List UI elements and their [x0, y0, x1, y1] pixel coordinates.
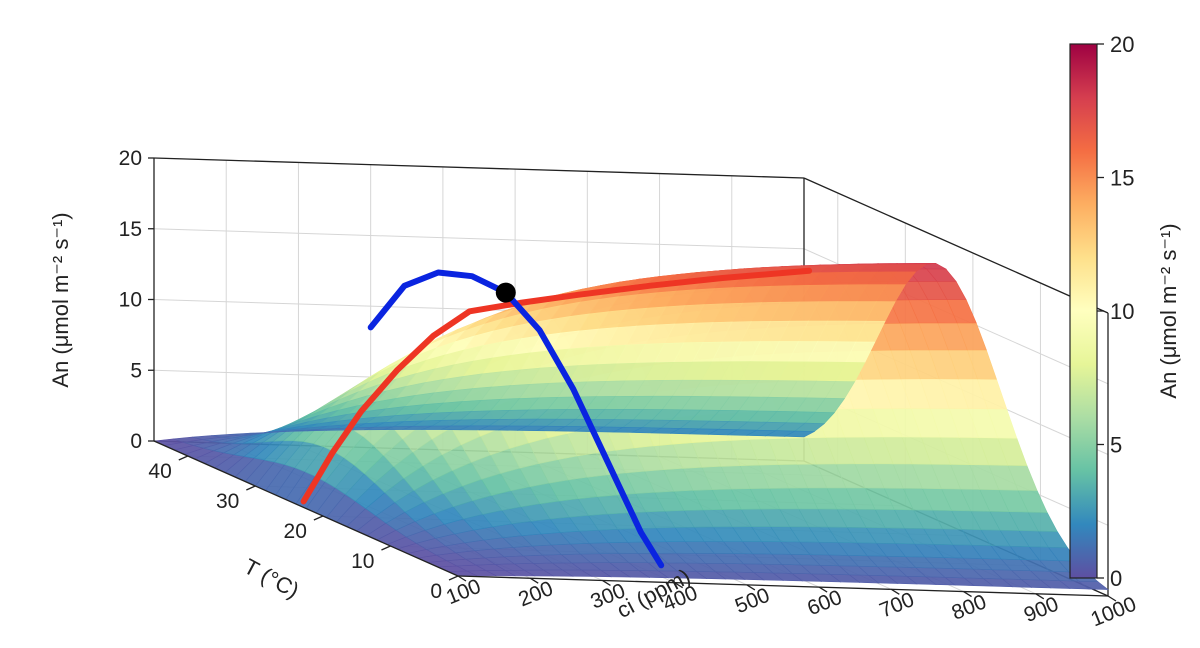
x-tick-label: 1000 [1088, 593, 1140, 632]
x-tick-mark [746, 584, 756, 591]
y-tick-mark [178, 455, 189, 461]
y-tick-mark [246, 485, 256, 491]
y-tick-label: 10 [351, 550, 374, 573]
x-tick-mark [818, 586, 828, 593]
response-surface [152, 262, 1109, 590]
x-tick-mark [1107, 595, 1117, 602]
colorbar-tick-label: 5 [1110, 433, 1122, 458]
z-tick-label: 20 [119, 147, 142, 170]
x-tick-label: 200 [515, 577, 556, 611]
colorbar: 0 5 10 15 20 An (μmol m⁻² s⁻¹) [1069, 32, 1181, 591]
x-tick-mark [457, 575, 467, 582]
y-axis-label: T (°C) [240, 554, 303, 604]
colorbar-tick-label: 10 [1110, 299, 1134, 324]
y-tick-mark [448, 575, 459, 581]
z-tick-label: 10 [119, 289, 142, 312]
y-tick-label: 20 [284, 520, 307, 543]
x-tick-mark [1035, 593, 1045, 600]
surface-patch [783, 430, 816, 438]
box-edge [803, 177, 1109, 314]
colorbar-tick-label: 0 [1110, 566, 1122, 591]
x-tick-mark [963, 591, 972, 598]
colorbar-tick-label: 20 [1110, 32, 1134, 57]
y-tick-mark [381, 545, 391, 551]
colorbar-ticks: 0 5 10 15 20 [1097, 32, 1134, 591]
z-axis-label: An (μmol m⁻² s⁻¹) [48, 212, 73, 387]
y-tick-label: 0 [430, 580, 442, 603]
z-tick-label: 15 [119, 218, 142, 241]
series-line-1 [367, 269, 665, 569]
colorbar-tick-label: 15 [1110, 166, 1134, 191]
x-tick-mark [602, 579, 611, 586]
z-tick-label: 0 [130, 430, 142, 453]
colorbar-gradient [1069, 43, 1098, 579]
x-tick-label: 700 [876, 588, 917, 622]
x-tick-label: 500 [732, 584, 773, 618]
box-edge-front [457, 575, 1109, 597]
colorbar-label: An (μmol m⁻² s⁻¹) [1156, 223, 1181, 398]
box-edge [153, 157, 805, 179]
plot-box-front [153, 440, 1109, 597]
x-tick-label: 800 [949, 590, 990, 624]
z-tick-label: 5 [130, 359, 142, 382]
y-tick-label: 40 [148, 460, 171, 483]
response-curves [300, 267, 813, 569]
x-tick-mark [890, 588, 900, 595]
y-tick-mark [313, 515, 324, 521]
x-tick-mark [529, 577, 539, 584]
operating-point-marker [495, 282, 516, 303]
x-tick-mark [674, 582, 684, 589]
x-tick-label: 600 [804, 586, 845, 620]
y-tick-label: 30 [216, 490, 239, 513]
series-line-0 [300, 267, 813, 505]
x-tick-label: 900 [1021, 593, 1062, 627]
box-edge-front [153, 440, 459, 577]
